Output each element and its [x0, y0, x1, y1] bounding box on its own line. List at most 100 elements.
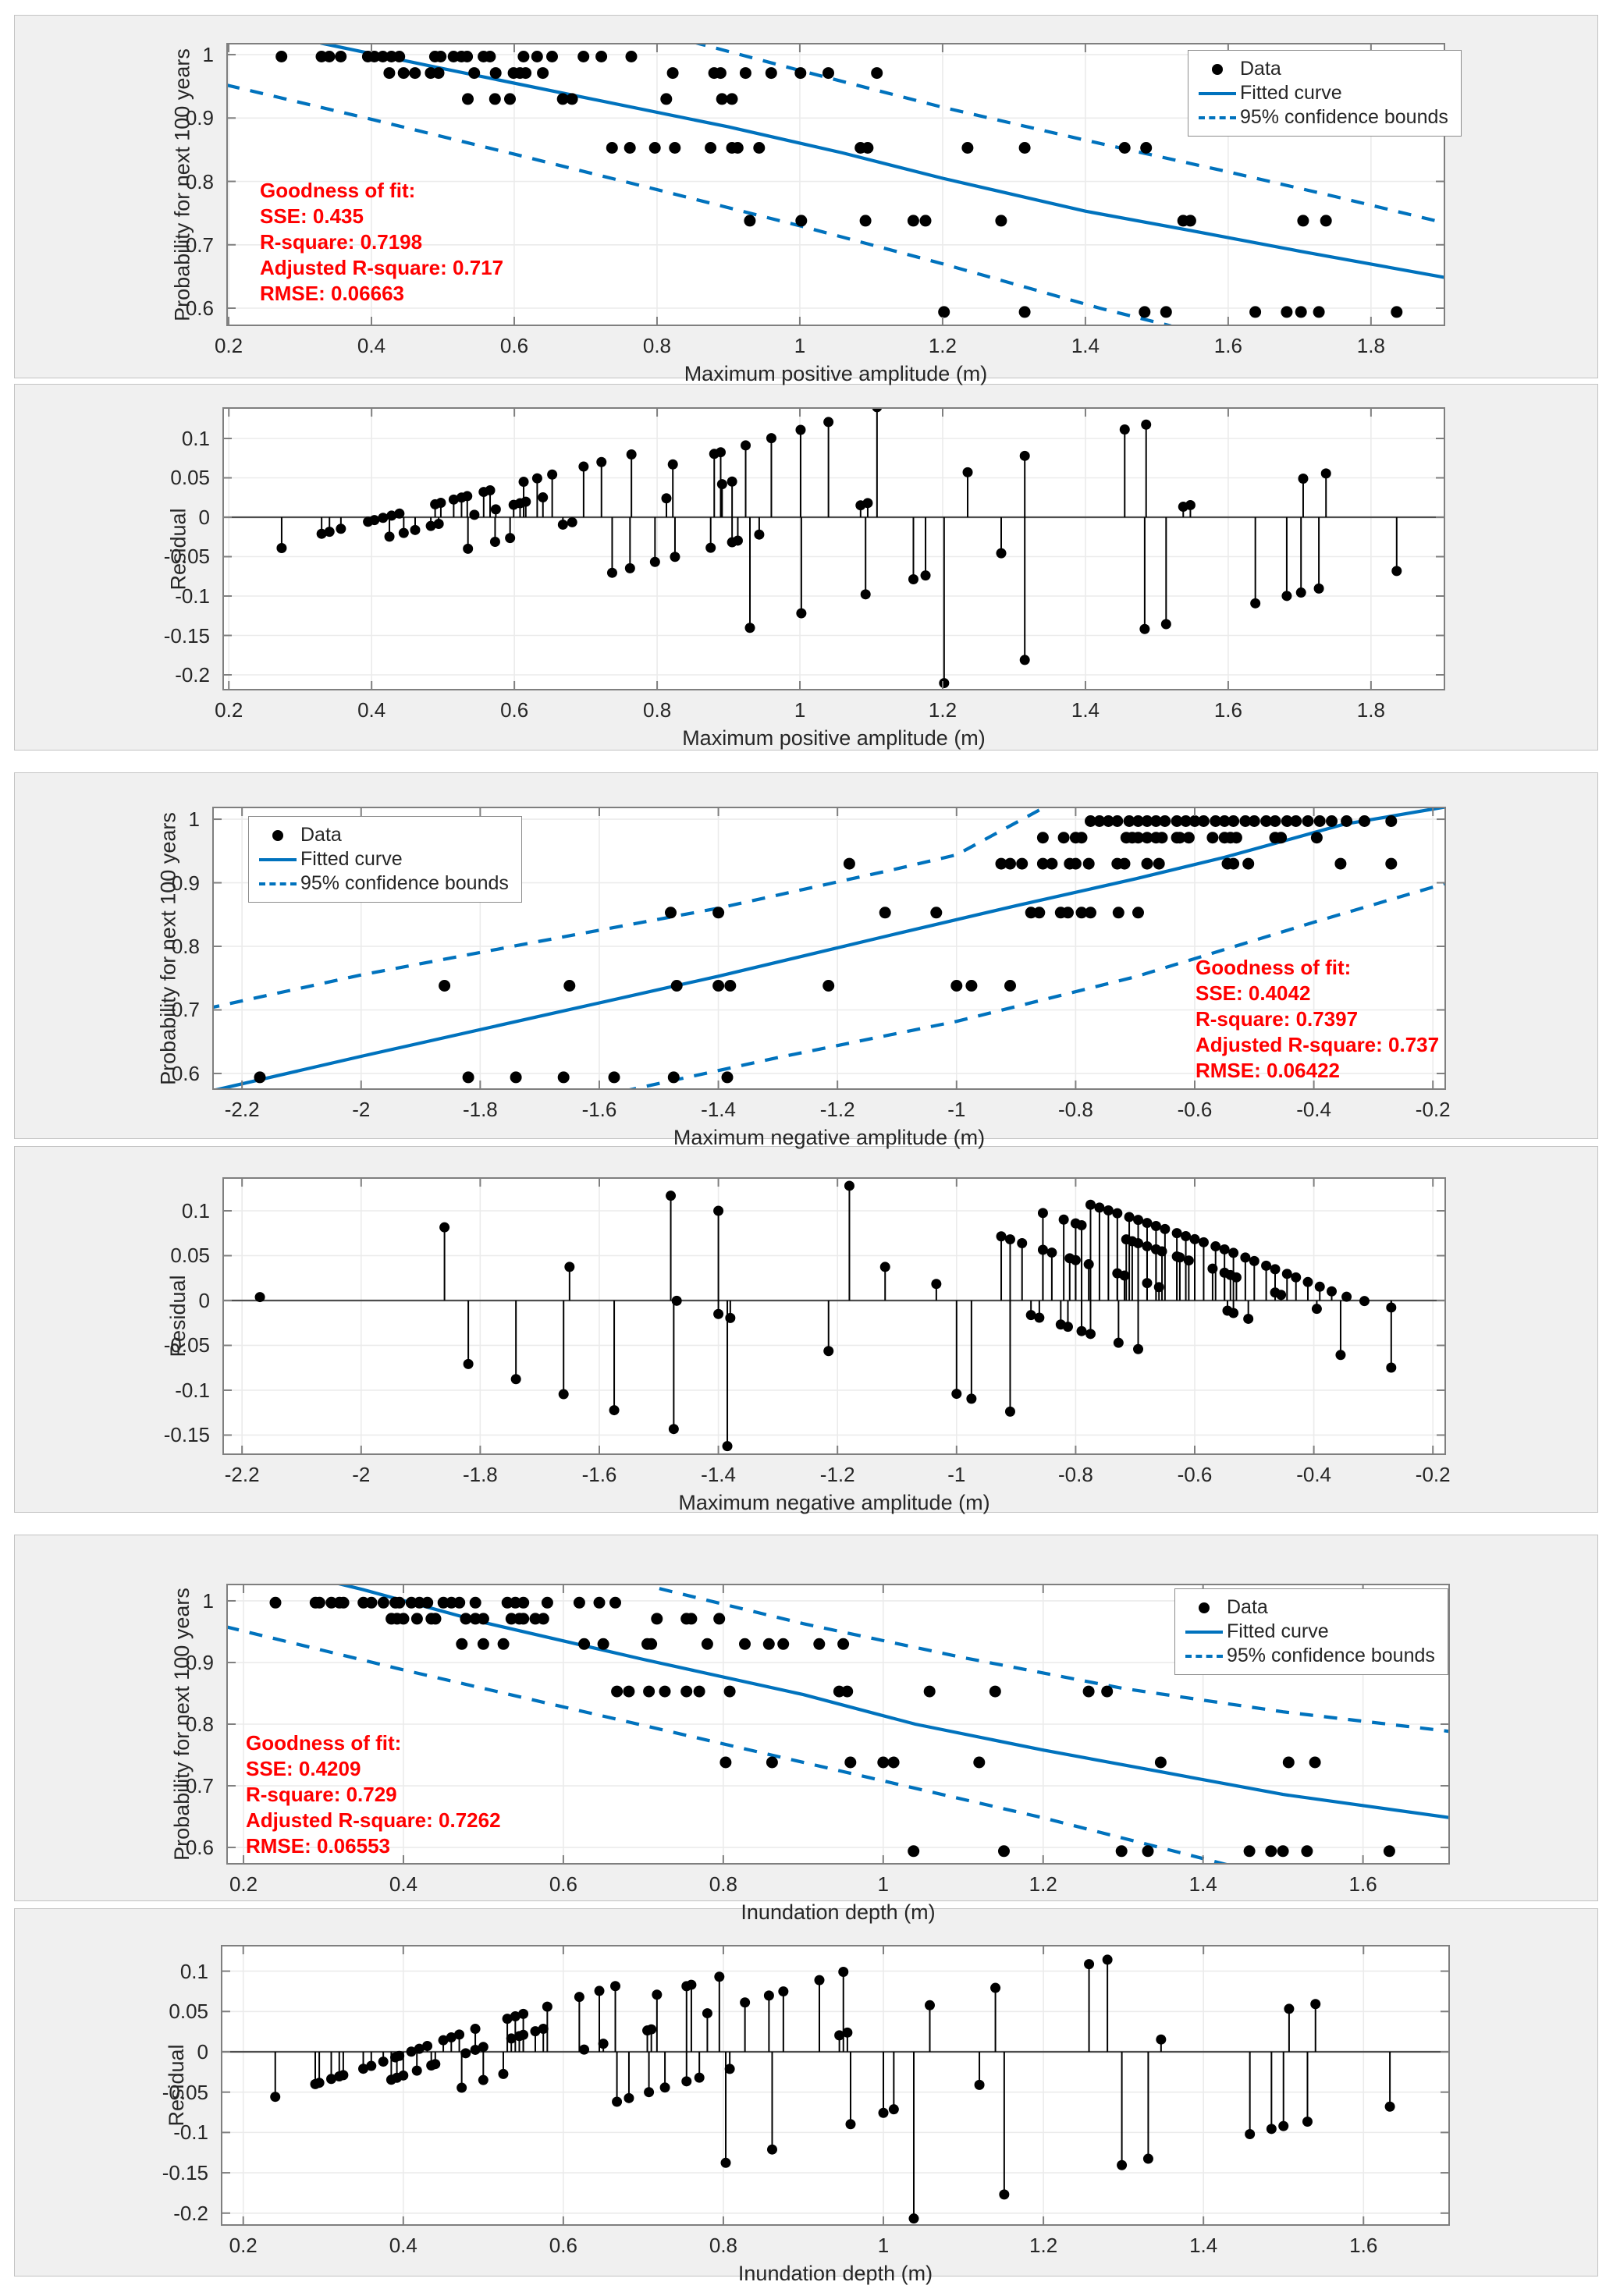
- x-tick-label: 1.4: [1189, 2234, 1218, 2257]
- x-tick-label: 0.6: [549, 1872, 577, 1896]
- fitted-curve-line-icon: [1185, 1630, 1223, 1634]
- legend-label: 95% confidence bounds: [300, 872, 509, 894]
- x-tick-label: 0.2: [215, 698, 243, 722]
- x-tick-label: 0.6: [499, 334, 529, 357]
- legend-item-fitted-curve: Fitted curve: [1195, 81, 1448, 105]
- y-tick-label: 1: [202, 43, 214, 67]
- x-tick-label: -1.2: [819, 1098, 855, 1121]
- y-tick-label: -0.1: [175, 584, 210, 608]
- y-tick-label: -0.05: [163, 1333, 210, 1357]
- legend-item-confidence-bounds: 95% confidence bounds: [255, 871, 509, 896]
- y-tick-label: 0.05: [169, 2000, 208, 2024]
- x-tick-label: -1: [947, 1463, 966, 1486]
- legend-item-fitted-curve: Fitted curve: [255, 847, 509, 871]
- y-tick-label: 0.9: [185, 1650, 214, 1674]
- y-tick-label: 0.1: [179, 1959, 208, 1983]
- x-tick-label: 0.4: [357, 334, 386, 357]
- x-tick-label: -1.8: [462, 1463, 498, 1486]
- confidence-bounds-dash-icon: [259, 882, 297, 885]
- x-tick-label: -0.4: [1296, 1463, 1332, 1486]
- x-tick-label: 0.2: [229, 1872, 258, 1896]
- fitted-curve-line-icon: [259, 857, 297, 861]
- x-tick-label: 1.4: [1188, 1872, 1217, 1896]
- confidence-bounds-dash-icon: [1185, 1654, 1223, 1658]
- positive-amplitude-fit-plot: [226, 43, 1445, 326]
- x-tick-label: -1.2: [819, 1463, 855, 1486]
- gof-line: R-square: 0.729: [246, 1783, 397, 1806]
- data-marker-icon: [272, 829, 283, 841]
- x-tick-label: -1.4: [701, 1098, 736, 1121]
- y-tick-label: 0.8: [185, 1712, 214, 1736]
- y-tick-label: 1: [202, 1588, 214, 1613]
- positive-amplitude-residual-plot: [222, 407, 1445, 690]
- legend-label: 95% confidence bounds: [1227, 1645, 1435, 1666]
- x-tick-label: -0.2: [1415, 1463, 1451, 1486]
- y-tick-label: 0.1: [181, 426, 210, 450]
- goodness-of-fit-annotation: Goodness of fit: SSE: 0.4209 R-square: 0…: [246, 1730, 501, 1859]
- legend-item-data: Data: [1181, 1595, 1435, 1620]
- legend: Data Fitted curve 95% confidence bounds: [1188, 50, 1462, 137]
- y-tick-label: -0.15: [163, 1423, 210, 1447]
- gof-line: R-square: 0.7397: [1196, 1007, 1359, 1031]
- data-marker-icon: [1212, 63, 1223, 75]
- x-tick-label: -2.2: [224, 1098, 260, 1121]
- y-tick-label: 0.6: [185, 296, 214, 320]
- x-tick-label: -1.6: [581, 1463, 617, 1486]
- x-tick-label: 1.4: [1071, 698, 1100, 722]
- legend-label: Data: [300, 824, 342, 846]
- goodness-of-fit-annotation: Goodness of fit: SSE: 0.435 R-square: 0.…: [260, 178, 503, 307]
- y-tick-label: 0.6: [171, 1061, 200, 1085]
- inundation-depth-residual-plot: [221, 1945, 1450, 2226]
- y-tick-label: 0.9: [185, 106, 214, 130]
- gof-line: R-square: 0.7198: [260, 230, 423, 254]
- legend-label: 95% confidence bounds: [1240, 106, 1448, 128]
- x-tick-label: 1.6: [1348, 1872, 1377, 1896]
- y-tick-label: 0: [197, 2039, 208, 2064]
- x-axis-label: Maximum negative amplitude (m): [678, 1491, 990, 1514]
- y-tick-label: -0.15: [162, 2161, 208, 2185]
- x-tick-label: 1.8: [1356, 334, 1385, 357]
- legend-item-data: Data: [255, 823, 509, 847]
- x-tick-label: 0.8: [709, 2234, 738, 2257]
- x-tick-label: -0.6: [1177, 1098, 1213, 1121]
- y-tick-label: -0.2: [175, 663, 210, 687]
- y-tick-label: 0.05: [170, 1244, 210, 1268]
- x-tick-label: 1.2: [928, 698, 957, 722]
- x-tick-label: 0.4: [389, 2234, 417, 2257]
- legend-item-fitted-curve: Fitted curve: [1181, 1620, 1435, 1644]
- x-axis-label: Maximum positive amplitude (m): [682, 726, 986, 750]
- x-tick-label: -1.6: [581, 1098, 617, 1121]
- y-tick-label: -0.15: [163, 623, 210, 648]
- x-tick-label: -2: [352, 1098, 371, 1121]
- y-tick-label: 0.05: [170, 466, 210, 490]
- y-tick-label: 0: [198, 1288, 210, 1312]
- x-tick-label: -0.4: [1296, 1098, 1331, 1121]
- gof-line: RMSE: 0.06553: [246, 1834, 390, 1858]
- negative-amplitude-residual-plot: [222, 1177, 1446, 1455]
- y-tick-label: -0.2: [173, 2201, 208, 2225]
- y-tick-label: -0.05: [163, 545, 210, 569]
- x-tick-label: 1.2: [1029, 1872, 1057, 1896]
- x-tick-label: -2.2: [224, 1463, 260, 1486]
- x-tick-label: 1: [794, 698, 806, 722]
- x-tick-label: 1.4: [1071, 334, 1100, 357]
- x-axis-label: Maximum negative amplitude (m): [673, 1126, 986, 1149]
- x-tick-label: -1.8: [462, 1098, 498, 1121]
- y-tick-label: 0.8: [185, 169, 214, 193]
- confidence-bounds-dash-icon: [1199, 115, 1236, 119]
- x-axis-label: Inundation depth (m): [741, 1900, 936, 1924]
- gof-line: SSE: 0.435: [260, 204, 364, 228]
- x-tick-label: 0.6: [500, 698, 529, 722]
- y-tick-label: 0.9: [171, 871, 200, 895]
- x-tick-label: 1.2: [1029, 2234, 1058, 2257]
- y-tick-label: 0.1: [181, 1199, 210, 1223]
- y-tick-label: -0.1: [175, 1378, 210, 1402]
- y-tick-label: -0.1: [173, 2120, 208, 2145]
- x-tick-label: 1: [877, 1872, 890, 1896]
- x-tick-label: 0.2: [229, 2234, 258, 2257]
- legend-item-confidence-bounds: 95% confidence bounds: [1181, 1644, 1435, 1668]
- x-axis-label: Inundation depth (m): [737, 2262, 933, 2285]
- y-tick-label: -0.05: [162, 2080, 208, 2104]
- y-tick-label: 0.7: [185, 232, 214, 257]
- x-tick-label: 1.8: [1356, 698, 1385, 722]
